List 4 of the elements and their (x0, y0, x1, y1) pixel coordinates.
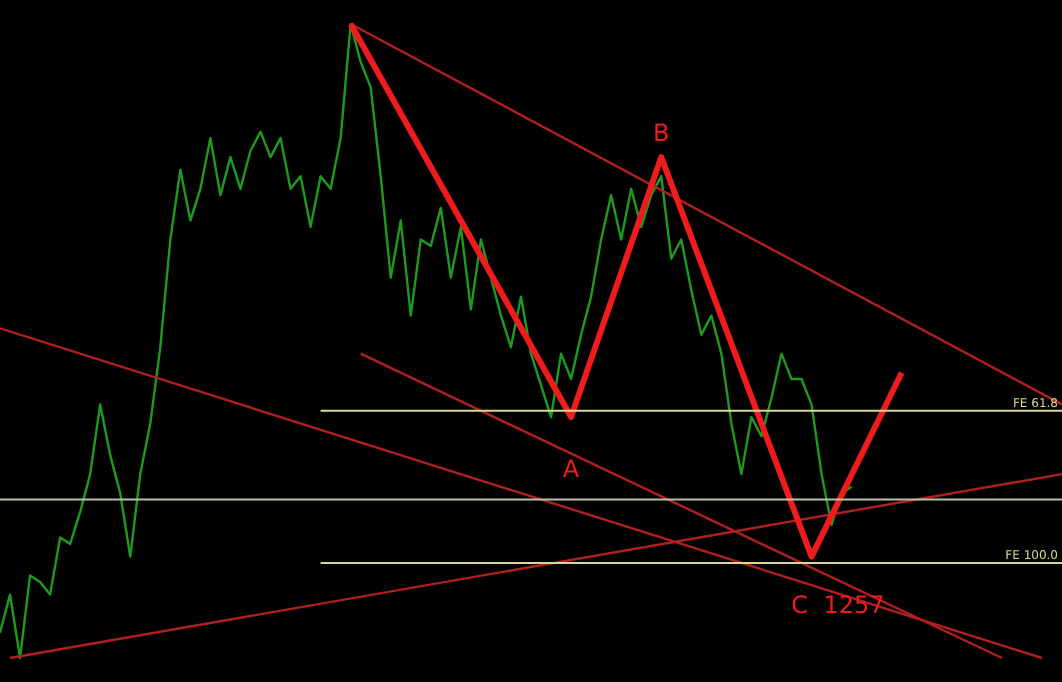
annotation: A (562, 455, 581, 484)
annotation: B (653, 119, 670, 148)
annotation: 1257 (823, 590, 885, 619)
annotation: C (791, 590, 808, 619)
